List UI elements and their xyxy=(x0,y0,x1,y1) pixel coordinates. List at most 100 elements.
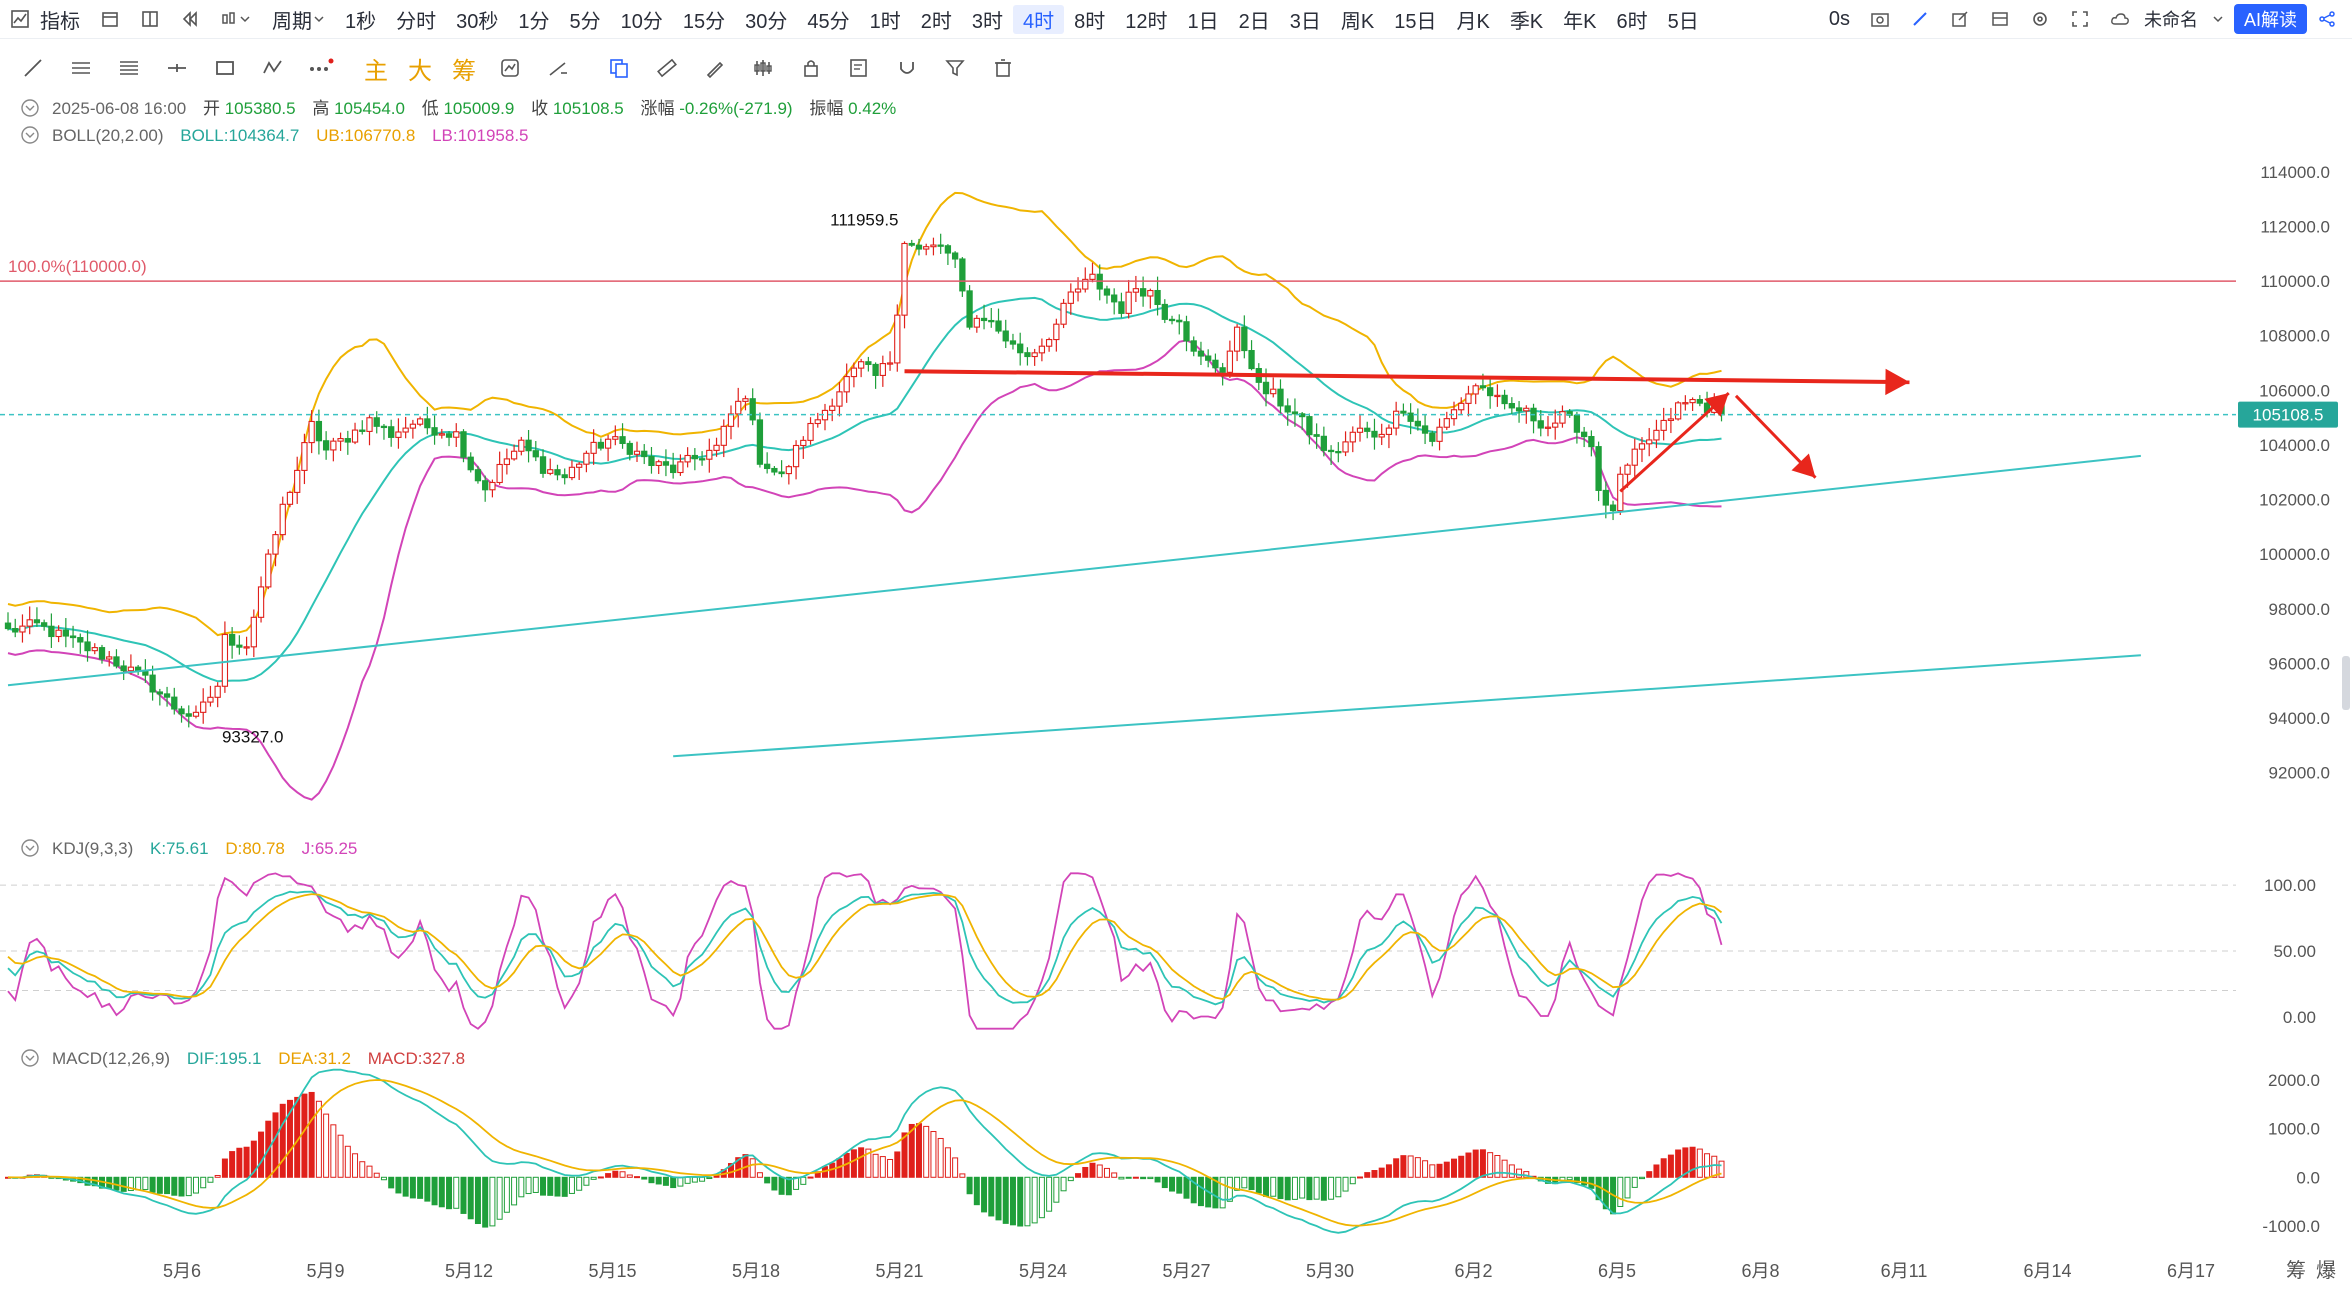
timeframe-3[interactable]: 1分 xyxy=(518,10,550,33)
timeframe-8[interactable]: 45分 xyxy=(807,10,850,33)
timeframe-10[interactable]: 2时 xyxy=(920,10,952,33)
timeframe-13[interactable]: 8时 xyxy=(1074,10,1106,33)
lower-channel-trendline[interactable] xyxy=(673,654,2141,758)
gear-icon[interactable] xyxy=(2029,8,2051,30)
collapse-boll-icon[interactable] xyxy=(21,126,39,144)
macd-bar xyxy=(597,1176,604,1179)
timeframe-11[interactable]: 3时 xyxy=(971,10,1003,33)
chip-button[interactable]: 筹 xyxy=(452,57,476,85)
trash-icon[interactable] xyxy=(988,53,1018,83)
collapse-macd-icon[interactable] xyxy=(21,1049,39,1067)
timeframe-0[interactable]: 1秒 xyxy=(345,10,377,33)
macd-bar xyxy=(1038,1176,1045,1219)
macd-bar xyxy=(887,1158,894,1178)
candle-type-icon[interactable] xyxy=(219,8,253,30)
candle-body xyxy=(106,656,113,660)
timeframe-9[interactable]: 1时 xyxy=(869,10,901,33)
camera-icon[interactable] xyxy=(1869,8,1891,30)
timeframe-14[interactable]: 12时 xyxy=(1125,10,1168,33)
timeframe-15[interactable]: 1日 xyxy=(1187,10,1219,33)
share-icon[interactable] xyxy=(2316,8,2338,30)
burst-toggle[interactable]: 爆 xyxy=(2316,1259,2336,1282)
low-annotation: 93327.0 xyxy=(222,727,283,746)
candle-body xyxy=(1002,330,1009,342)
candle-body xyxy=(279,503,286,536)
high-value: 105454.0 xyxy=(334,99,405,118)
macd-bar xyxy=(1176,1176,1183,1194)
chevron-down-icon[interactable] xyxy=(2211,8,2225,30)
replay-icon[interactable] xyxy=(179,8,201,30)
kdj-j-line xyxy=(7,872,1723,1030)
candle-body xyxy=(1450,409,1458,420)
timeframe-4[interactable]: 5分 xyxy=(569,10,601,33)
cloud-icon[interactable] xyxy=(2109,8,2131,30)
candle-body xyxy=(1617,473,1624,512)
resistance-line[interactable] xyxy=(904,369,1910,385)
collapse-kdj-icon[interactable] xyxy=(21,839,39,857)
timeframe-2[interactable]: 30秒 xyxy=(456,10,499,33)
timeframe-16[interactable]: 2日 xyxy=(1238,10,1270,33)
main-force-button[interactable]: 主 xyxy=(364,57,388,85)
more-tools-icon[interactable] xyxy=(306,53,336,83)
lock-icon[interactable] xyxy=(796,53,826,83)
magnet-icon[interactable] xyxy=(892,53,922,83)
edit-note-icon[interactable] xyxy=(844,53,874,83)
calendar-icon[interactable] xyxy=(99,8,121,30)
pattern-tool-icon[interactable] xyxy=(258,53,288,83)
timeframe-20[interactable]: 月K xyxy=(1456,10,1490,33)
auto-analysis-icon[interactable] xyxy=(495,53,525,83)
fib-tool-icon[interactable] xyxy=(114,53,144,83)
ruler-icon[interactable] xyxy=(652,53,682,83)
timeframe-24[interactable]: 5日 xyxy=(1667,10,1699,33)
right-panel-handle[interactable] xyxy=(2342,656,2350,710)
fullscreen-icon[interactable] xyxy=(2069,8,2091,30)
collapse-legend-icon[interactable] xyxy=(21,99,39,117)
timeframe-5[interactable]: 10分 xyxy=(620,10,663,33)
candle-body xyxy=(655,461,662,467)
candle-body xyxy=(1501,394,1508,405)
timeframe-6[interactable]: 15分 xyxy=(682,10,726,33)
indicator-icon[interactable] xyxy=(9,8,31,30)
timeframe-12[interactable]: 4时 xyxy=(1013,4,1065,34)
macd-dif-value: DIF:195.1 xyxy=(187,1049,262,1068)
parallel-channel-icon[interactable] xyxy=(66,53,96,83)
down-arrow[interactable] xyxy=(1734,394,1817,479)
compare-icon[interactable] xyxy=(748,53,778,83)
timeframe-17[interactable]: 3日 xyxy=(1289,10,1321,33)
rectangle-tool-icon[interactable] xyxy=(210,53,240,83)
chips-toggle[interactable]: 筹 xyxy=(2286,1259,2306,1282)
up-arrow[interactable] xyxy=(1619,391,1730,493)
chevron-down-icon[interactable] xyxy=(312,8,326,30)
share-window-icon[interactable] xyxy=(1949,8,1971,30)
layout-name[interactable]: 未命名 xyxy=(2143,10,2198,30)
timeframe-21[interactable]: 季K xyxy=(1509,10,1544,33)
timeframe-18[interactable]: 周K xyxy=(1340,10,1375,33)
macd-bar xyxy=(677,1176,684,1187)
macd-bar xyxy=(850,1149,857,1178)
macd-bar xyxy=(1096,1164,1103,1178)
period-dropdown[interactable]: 周期 xyxy=(272,10,312,33)
big-order-button[interactable]: 大 xyxy=(408,57,432,85)
macd-bar xyxy=(33,1174,40,1178)
timeframe-1[interactable]: 分时 xyxy=(396,10,437,33)
timeframe-19[interactable]: 15日 xyxy=(1394,10,1437,33)
indicator-button[interactable]: 指标 xyxy=(40,10,80,33)
trendline-tool-icon[interactable] xyxy=(18,53,48,83)
pen-icon[interactable] xyxy=(1909,8,1931,30)
layout-icon[interactable] xyxy=(139,8,161,30)
timeframe-7[interactable]: 30分 xyxy=(745,10,788,33)
upper-support-trendline[interactable] xyxy=(7,454,2141,687)
ai-analysis-button[interactable]: AI解读 xyxy=(2233,4,2307,34)
brush-icon[interactable] xyxy=(700,53,730,83)
macd-bar xyxy=(1154,1176,1161,1183)
candle-body xyxy=(395,431,402,438)
template-icon[interactable] xyxy=(1989,8,2011,30)
timeframe-23[interactable]: 6时 xyxy=(1616,10,1648,33)
horizontal-line-icon[interactable] xyxy=(162,53,192,83)
filter-icon[interactable] xyxy=(940,53,970,83)
copy-icon[interactable] xyxy=(604,53,634,83)
erase-line-icon[interactable] xyxy=(543,53,573,83)
date-tick-label: 5月18 xyxy=(732,1261,780,1281)
date-tick-label: 5月15 xyxy=(588,1261,636,1281)
timeframe-22[interactable]: 年K xyxy=(1563,10,1597,33)
